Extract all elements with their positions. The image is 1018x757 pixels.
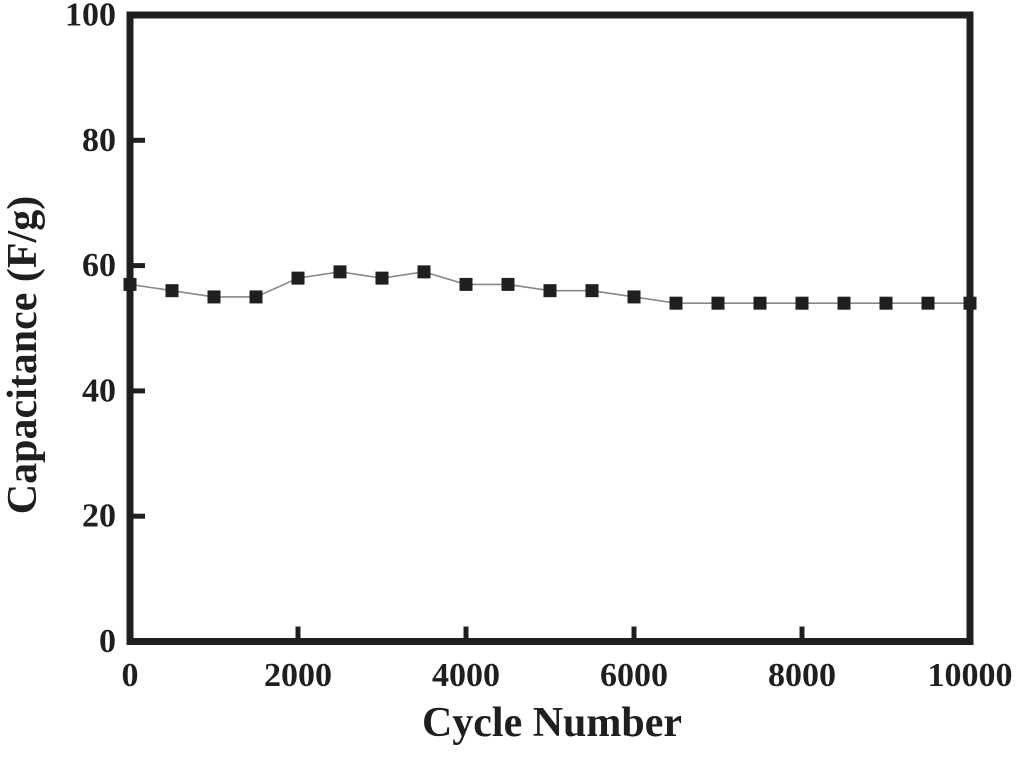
data-point-marker	[753, 296, 767, 310]
data-point-marker	[123, 277, 137, 291]
data-point-marker	[669, 296, 683, 310]
data-point-marker	[585, 284, 599, 298]
data-point-marker	[417, 265, 431, 279]
data-point-marker	[459, 277, 473, 291]
data-point-marker	[627, 290, 641, 304]
y-tick-label: 40	[82, 372, 116, 409]
data-point-marker	[711, 296, 725, 310]
data-point-marker	[207, 290, 221, 304]
data-point-marker	[501, 277, 515, 291]
axis-ticks	[127, 12, 973, 644]
data-point-marker	[333, 265, 347, 279]
y-tick-label: 80	[82, 122, 116, 159]
data-point-marker	[375, 271, 389, 285]
axis-tick-labels: 0 20 40 60 80 100 0 2000 4000 6000 8000 10000	[65, 0, 1013, 694]
y-tick-label: 20	[82, 498, 116, 535]
x-tick-label: 10000	[928, 657, 1013, 694]
y-tick-label: 100	[65, 0, 116, 34]
x-tick-label: 2000	[264, 657, 332, 694]
data-point-marker	[291, 271, 305, 285]
data-point-marker	[165, 284, 179, 298]
data-series	[123, 265, 977, 310]
data-point-marker	[921, 296, 935, 310]
plot-border	[126, 11, 974, 645]
data-point-marker	[963, 296, 977, 310]
data-point-marker	[795, 296, 809, 310]
data-point-marker	[879, 296, 893, 310]
x-axis-title: Cycle Number	[422, 700, 682, 746]
x-tick-label: 0	[122, 657, 139, 694]
x-tick-label: 4000	[432, 657, 500, 694]
y-tick-label: 0	[99, 623, 116, 660]
y-axis-title: Capacitance (F/g)	[0, 196, 46, 514]
data-point-marker	[249, 290, 263, 304]
x-tick-label: 8000	[768, 657, 836, 694]
data-point-marker	[837, 296, 851, 310]
data-point-marker	[543, 284, 557, 298]
y-tick-label: 60	[82, 247, 116, 284]
x-tick-label: 6000	[600, 657, 668, 694]
